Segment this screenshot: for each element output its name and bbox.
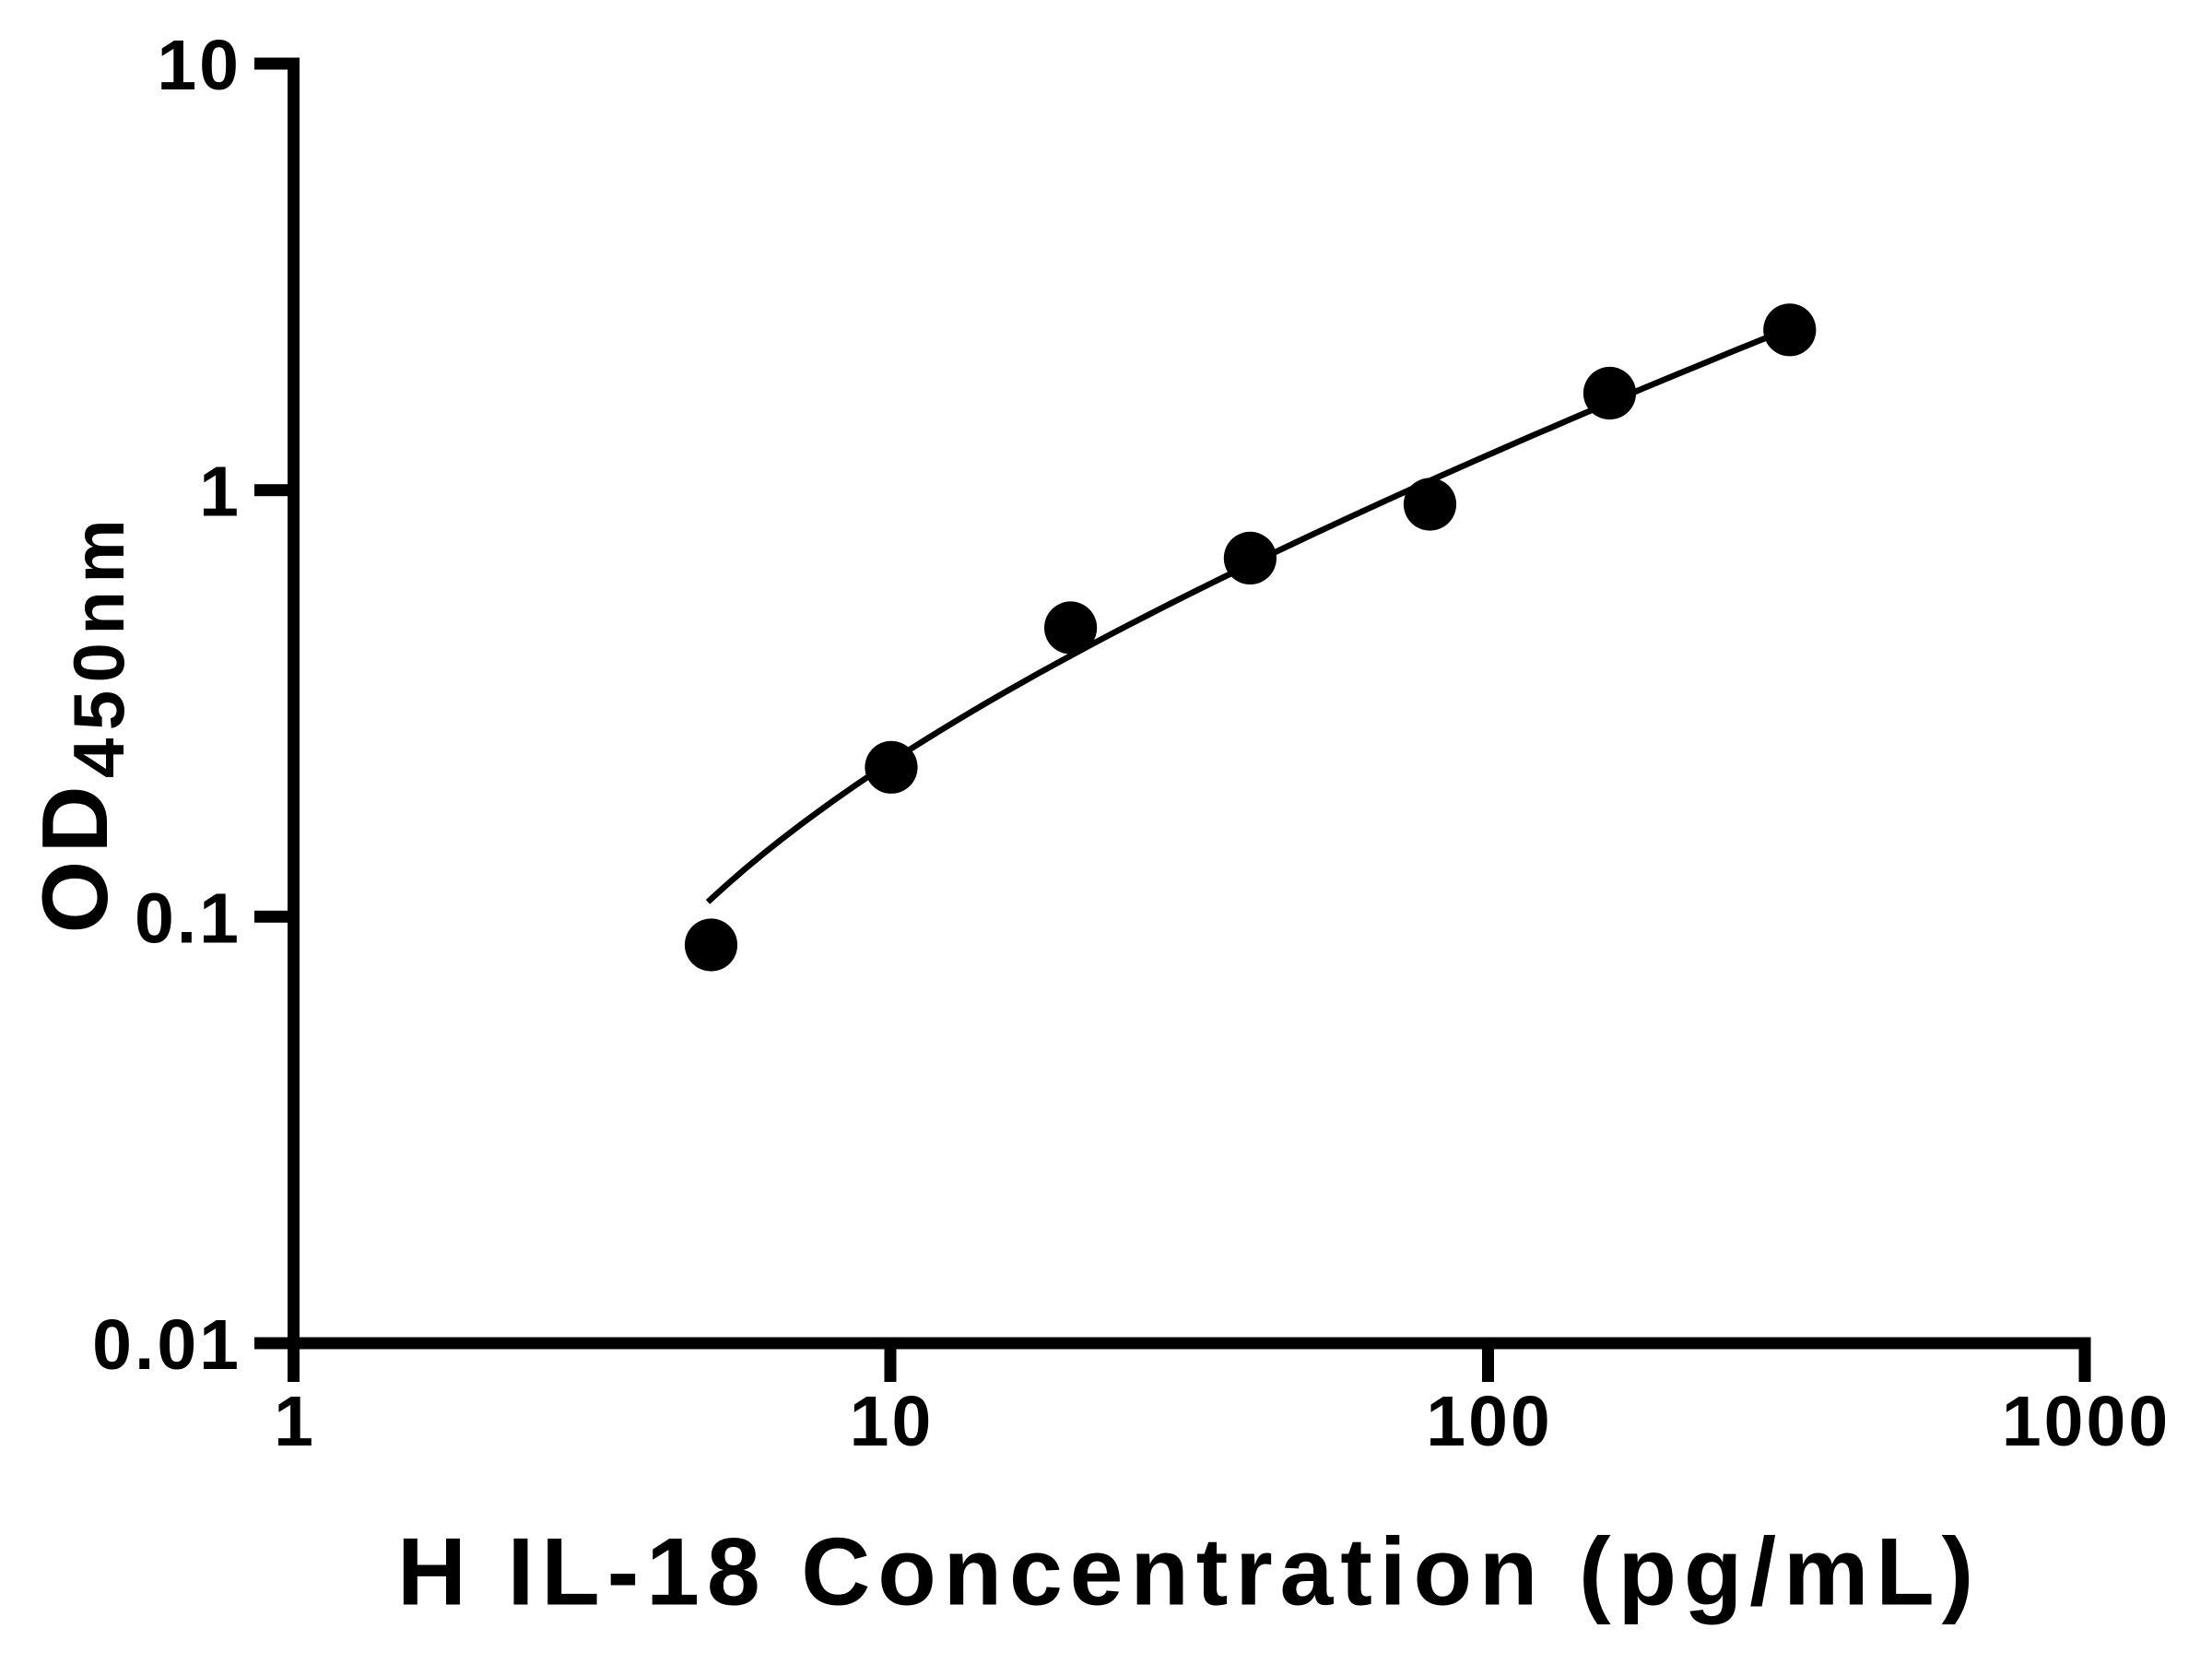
svg-text:10: 10 xyxy=(157,26,241,105)
svg-text:10: 10 xyxy=(850,1382,935,1461)
svg-text:H IL-18 Concentration (pg/mL): H IL-18 Concentration (pg/mL) xyxy=(397,1519,1981,1626)
svg-text:1: 1 xyxy=(274,1382,316,1461)
svg-text:1000: 1000 xyxy=(2002,1382,2171,1461)
svg-text:100: 100 xyxy=(1426,1382,1552,1461)
svg-text:0.1: 0.1 xyxy=(135,879,241,958)
svg-text:OD450nm: OD450nm xyxy=(24,512,139,933)
svg-text:1: 1 xyxy=(199,453,241,532)
svg-text:0.01: 0.01 xyxy=(92,1305,241,1385)
